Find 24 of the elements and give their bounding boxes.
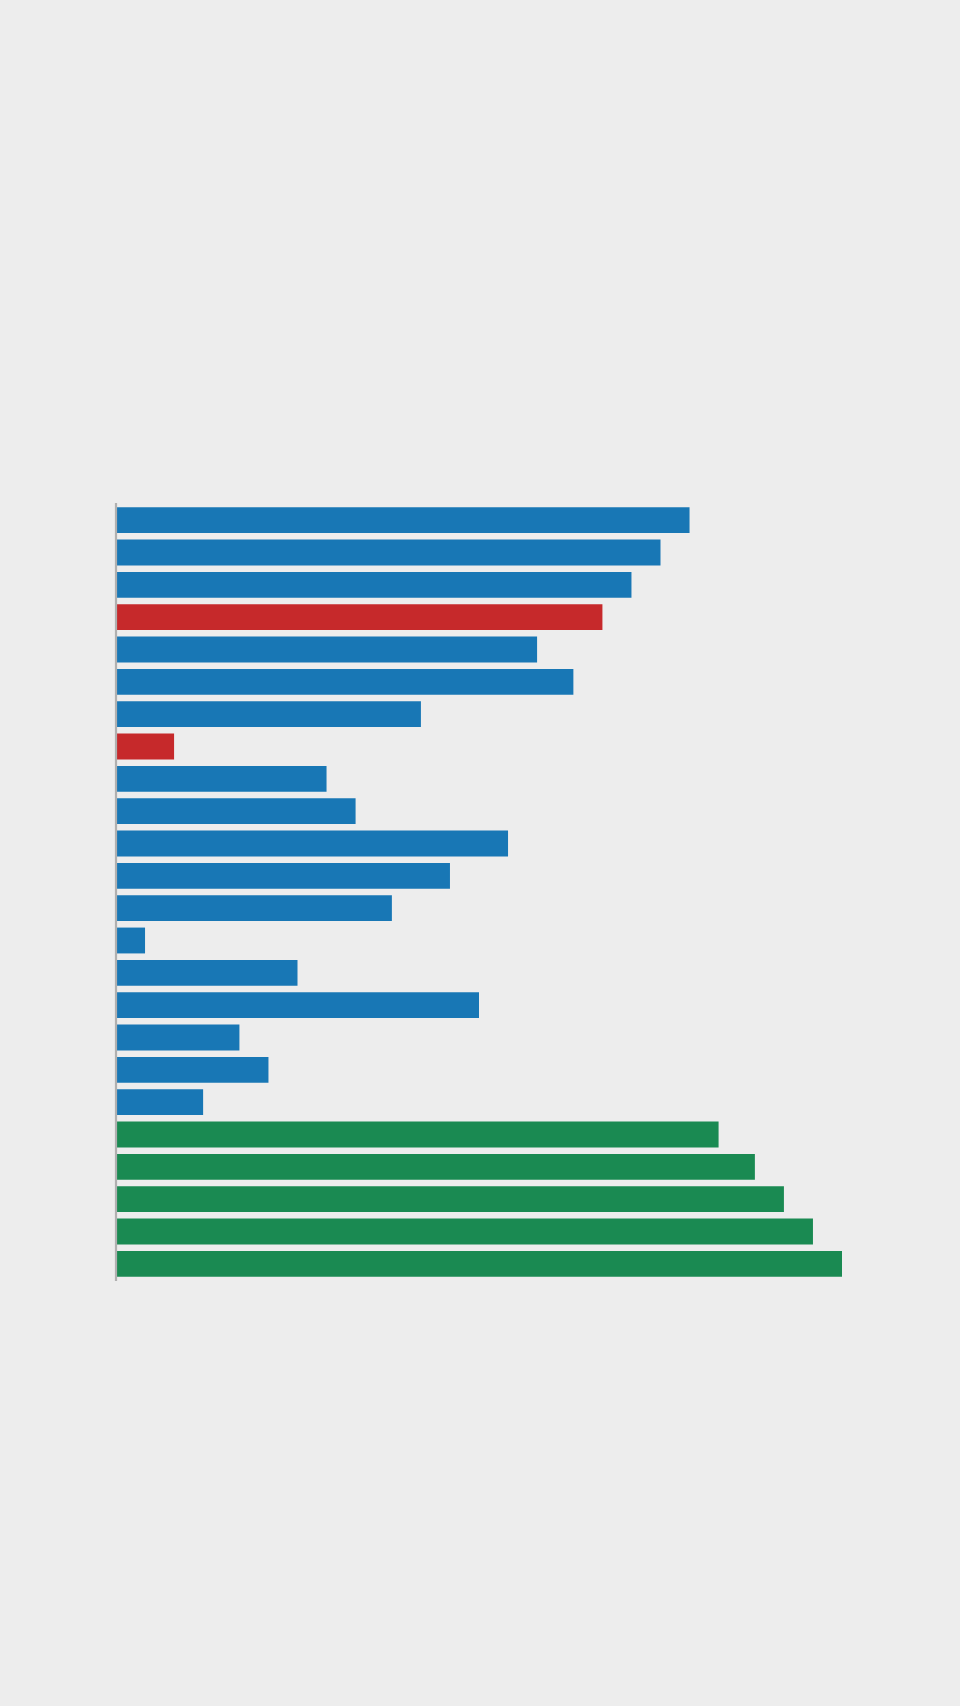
bar (116, 1186, 784, 1213)
bar (116, 1056, 269, 1083)
bar (116, 927, 146, 954)
bar (116, 668, 574, 695)
bar (116, 539, 661, 566)
bar (116, 862, 450, 889)
bar (116, 636, 538, 663)
bar (116, 895, 392, 922)
bar (116, 604, 603, 631)
bar (116, 571, 632, 598)
bar (116, 830, 509, 857)
bar (116, 1089, 204, 1116)
bar (116, 959, 298, 986)
bar (116, 733, 175, 760)
bar (116, 507, 690, 534)
bar (116, 992, 479, 1019)
bar (116, 1121, 719, 1148)
bar (116, 1218, 813, 1245)
bar (116, 1024, 240, 1051)
bar (116, 765, 327, 792)
bar (116, 701, 421, 728)
bar (116, 1250, 842, 1277)
bar (116, 798, 356, 825)
bar (116, 1153, 755, 1180)
